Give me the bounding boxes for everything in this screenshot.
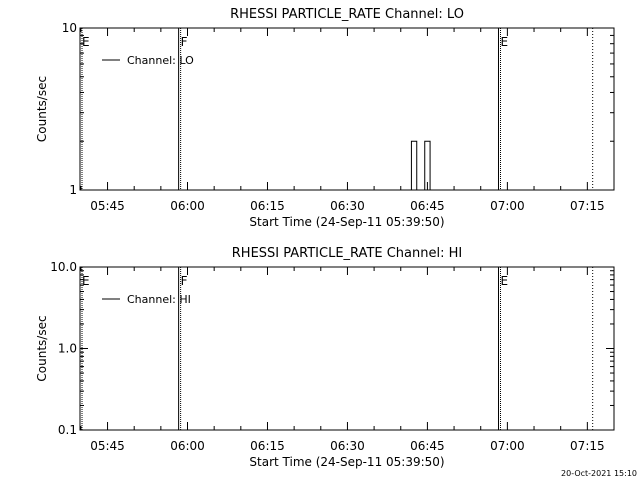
event-marker-label: E [500, 274, 508, 288]
x-tick-label: 07:15 [570, 199, 605, 213]
y-tick-label: 1 [69, 183, 77, 197]
event-marker-label: F [181, 35, 188, 49]
plot-frame [79, 266, 615, 431]
x-tick-label: 06:30 [330, 439, 365, 453]
plot-frame [79, 27, 615, 191]
x-tick-label: 06:30 [330, 199, 365, 213]
event-marker-label: F [181, 274, 188, 288]
y-tick-label: 0.1 [58, 423, 77, 437]
x-tick-label: 07:00 [490, 439, 525, 453]
x-tick-label: 06:15 [250, 199, 285, 213]
chart-title: RHESSI PARTICLE_RATE Channel: LO [230, 7, 464, 22]
x-axis-label: Start Time (24-Sep-11 05:39:50) [249, 455, 444, 469]
y-tick-label: 10 [62, 21, 77, 35]
y-axis-label: Counts/sec [35, 76, 49, 142]
data-series-line [408, 140, 433, 191]
x-tick-label: 06:45 [410, 199, 445, 213]
x-tick-label: 05:45 [90, 439, 125, 453]
y-tick-label: 10.0 [50, 260, 77, 274]
chart-title: RHESSI PARTICLE_RATE Channel: HI [232, 246, 462, 261]
x-tick-label: 06:45 [410, 439, 445, 453]
x-tick-label: 05:45 [90, 199, 125, 213]
legend-label: Channel: HI [127, 293, 191, 306]
x-tick-label: 06:00 [170, 439, 205, 453]
x-axis-label: Start Time (24-Sep-11 05:39:50) [249, 215, 444, 229]
y-axis-label: Counts/sec [35, 315, 49, 381]
x-tick-label: 07:00 [490, 199, 525, 213]
x-tick-label: 06:00 [170, 199, 205, 213]
lo-channel-panel: RHESSI PARTICLE_RATE Channel: LO 1 10 Count… [35, 7, 615, 229]
footer-timestamp: 20-Oct-2021 15:10 [561, 469, 637, 478]
y-tick-label: 1.0 [58, 342, 77, 356]
x-tick-label: 07:15 [570, 439, 605, 453]
hi-channel-panel: RHESSI PARTICLE_RATE Channel: HI 0.1 1.0 10… [35, 246, 615, 469]
event-marker-label: E [82, 274, 90, 288]
event-marker-label: E [82, 35, 90, 49]
event-marker-label: E [500, 35, 508, 49]
x-tick-label: 06:15 [250, 439, 285, 453]
legend-label: Channel: LO [127, 54, 194, 67]
